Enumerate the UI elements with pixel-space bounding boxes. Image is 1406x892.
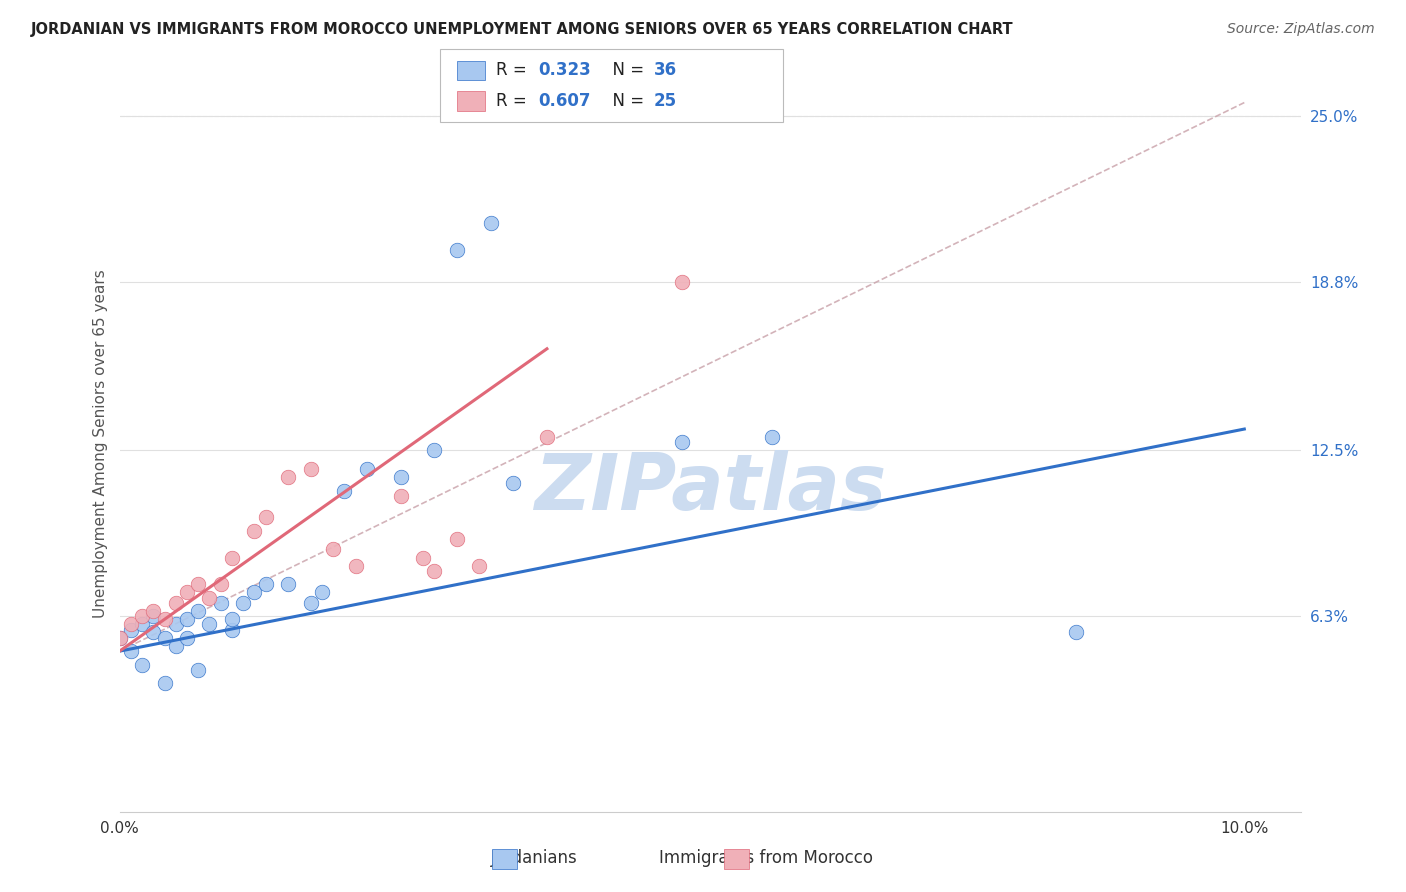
Point <box>120 644 142 658</box>
Text: Source: ZipAtlas.com: Source: ZipAtlas.com <box>1227 22 1375 37</box>
Text: 25: 25 <box>654 92 676 110</box>
Text: Immigrants from Morocco: Immigrants from Morocco <box>659 849 873 867</box>
Point <box>344 558 367 573</box>
Point <box>277 577 299 591</box>
Point <box>671 435 693 450</box>
Point <box>299 596 322 610</box>
Point <box>187 663 209 677</box>
Text: 0.607: 0.607 <box>538 92 591 110</box>
Text: Jordanians: Jordanians <box>491 849 578 867</box>
Point <box>243 585 266 599</box>
Point <box>536 430 558 444</box>
Point <box>254 577 277 591</box>
Text: 36: 36 <box>654 62 676 79</box>
Point <box>277 470 299 484</box>
Point <box>446 532 468 546</box>
Point <box>198 617 221 632</box>
Point <box>142 625 165 640</box>
Y-axis label: Unemployment Among Seniors over 65 years: Unemployment Among Seniors over 65 years <box>93 269 108 618</box>
Point <box>187 604 209 618</box>
Text: 0.323: 0.323 <box>538 62 592 79</box>
Point <box>153 631 176 645</box>
Text: N =: N = <box>602 92 650 110</box>
Point <box>176 631 198 645</box>
Point <box>209 596 232 610</box>
Point <box>502 475 524 490</box>
Point <box>468 558 491 573</box>
Text: R =: R = <box>496 92 533 110</box>
Point <box>165 596 187 610</box>
Point <box>142 609 165 624</box>
Point <box>221 550 243 565</box>
Point <box>209 577 232 591</box>
Point <box>187 577 209 591</box>
Point <box>176 585 198 599</box>
Point <box>311 585 333 599</box>
Text: JORDANIAN VS IMMIGRANTS FROM MOROCCO UNEMPLOYMENT AMONG SENIORS OVER 65 YEARS CO: JORDANIAN VS IMMIGRANTS FROM MOROCCO UNE… <box>31 22 1014 37</box>
Point <box>389 489 412 503</box>
Point <box>131 609 153 624</box>
Point <box>131 617 153 632</box>
Text: ZIPatlas: ZIPatlas <box>534 450 886 526</box>
Point <box>322 542 344 557</box>
Point <box>446 243 468 257</box>
Point <box>389 470 412 484</box>
Text: N =: N = <box>602 62 650 79</box>
Point <box>254 510 277 524</box>
Point <box>221 612 243 626</box>
Point <box>232 596 254 610</box>
Point <box>423 564 446 578</box>
Point <box>153 612 176 626</box>
Point <box>671 275 693 289</box>
Point <box>761 430 783 444</box>
Point <box>221 623 243 637</box>
Point <box>243 524 266 538</box>
Point <box>165 639 187 653</box>
Point <box>120 623 142 637</box>
Point <box>479 216 502 230</box>
Point <box>165 617 187 632</box>
Point <box>198 591 221 605</box>
Point <box>1064 625 1087 640</box>
Point <box>412 550 434 565</box>
Point <box>299 462 322 476</box>
Point <box>131 657 153 672</box>
Point <box>108 631 131 645</box>
Point <box>333 483 356 498</box>
Text: R =: R = <box>496 62 533 79</box>
Point <box>176 612 198 626</box>
Point <box>142 604 165 618</box>
Point <box>356 462 378 476</box>
Point <box>120 617 142 632</box>
Point <box>108 631 131 645</box>
Point <box>153 676 176 690</box>
Point <box>423 443 446 458</box>
